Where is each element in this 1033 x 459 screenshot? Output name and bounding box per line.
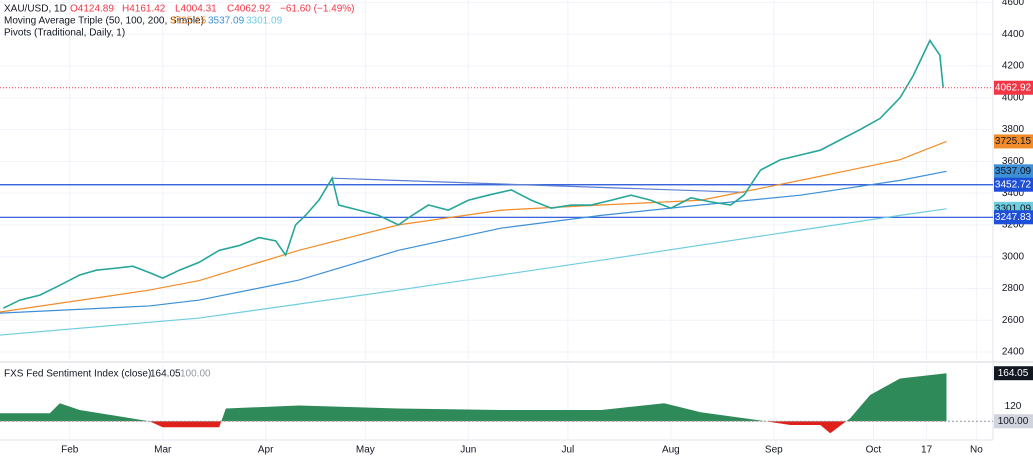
- chart-title: XAU/USD, 1D: [4, 4, 67, 15]
- price-tag: [994, 177, 1033, 192]
- x-tick-label: Aug: [662, 445, 680, 456]
- price-tag-label: 3452.72: [995, 179, 1032, 190]
- moving-average: [0, 208, 947, 336]
- price-tag: [994, 210, 1033, 225]
- y-tick-label: 2600: [1002, 315, 1025, 326]
- price-tag: [994, 414, 1033, 429]
- moving-average: [0, 140, 947, 313]
- price-tag-label: 4062.92: [995, 82, 1032, 93]
- y-tick-label: 3800: [1002, 124, 1025, 135]
- price-tag-label: 164.05: [998, 368, 1029, 379]
- x-tick-label: 17: [921, 445, 933, 456]
- y-tick-label: 120: [1005, 401, 1022, 412]
- indicator-value: 3725.15: [170, 16, 207, 27]
- y-tick-label: 4200: [1002, 61, 1025, 72]
- y-tick-label: 3600: [1002, 156, 1025, 167]
- indicator-label: Moving Average Triple (50, 100, 200, Sim…: [4, 16, 204, 27]
- y-tick-label: 4000: [1002, 92, 1025, 103]
- ohlc-value: L4004.31: [175, 4, 217, 15]
- x-tick-label: Mar: [154, 445, 172, 456]
- sentiment-area: [0, 421, 947, 434]
- pivot-label: Pivots (Traditional, Daily, 1): [4, 28, 125, 39]
- price-tag: [994, 366, 1033, 381]
- price-tag-label: 3537.09: [995, 166, 1032, 177]
- x-tick-label: Oct: [866, 445, 882, 456]
- moving-average: [0, 170, 947, 314]
- y-tick-label: 2800: [1002, 283, 1025, 294]
- indicator-value: 164.05: [150, 369, 181, 380]
- x-tick-label: No: [970, 445, 983, 456]
- y-tick-label: 3400: [1002, 188, 1025, 199]
- price-line: [2, 38, 944, 309]
- sentiment-area: [0, 373, 947, 422]
- price-tag-label: 3725.15: [995, 136, 1032, 147]
- price-tag-label: 3301.09: [995, 203, 1032, 214]
- price-tag-label: 3247.83: [995, 212, 1032, 223]
- x-tick-label: Jun: [460, 445, 476, 456]
- indicator-value: 100.00: [180, 369, 211, 380]
- y-tick-label: 2400: [1002, 347, 1025, 358]
- y-tick-label: 4600: [1002, 0, 1025, 8]
- x-tick-label: Feb: [61, 445, 79, 456]
- indicator-value: 3537.09: [208, 16, 245, 27]
- x-tick-label: Jul: [562, 445, 575, 456]
- y-tick-label: 3200: [1002, 220, 1025, 231]
- indicator-value: 3301.09: [246, 16, 283, 27]
- x-tick-label: Sep: [765, 445, 783, 456]
- indicator-label: FXS Fed Sentiment Index (close): [4, 369, 151, 380]
- price-tag: [994, 80, 1033, 95]
- y-tick-label: 4400: [1002, 29, 1025, 40]
- price-tag: [994, 134, 1033, 149]
- ohlc-value: C4062.92: [227, 4, 271, 15]
- x-tick-label: Apr: [258, 445, 274, 456]
- price-tag-label: 100.00: [998, 416, 1029, 427]
- ohlc-value: −61.60 (−1.49%): [280, 4, 355, 15]
- ohlc-value: H4161.42: [122, 4, 166, 15]
- ohlc-value: O4124.89: [70, 4, 114, 15]
- trendline: [332, 177, 744, 193]
- y-tick-label: 3000: [1002, 251, 1025, 262]
- x-tick-label: May: [356, 445, 375, 456]
- price-tag: [994, 164, 1033, 179]
